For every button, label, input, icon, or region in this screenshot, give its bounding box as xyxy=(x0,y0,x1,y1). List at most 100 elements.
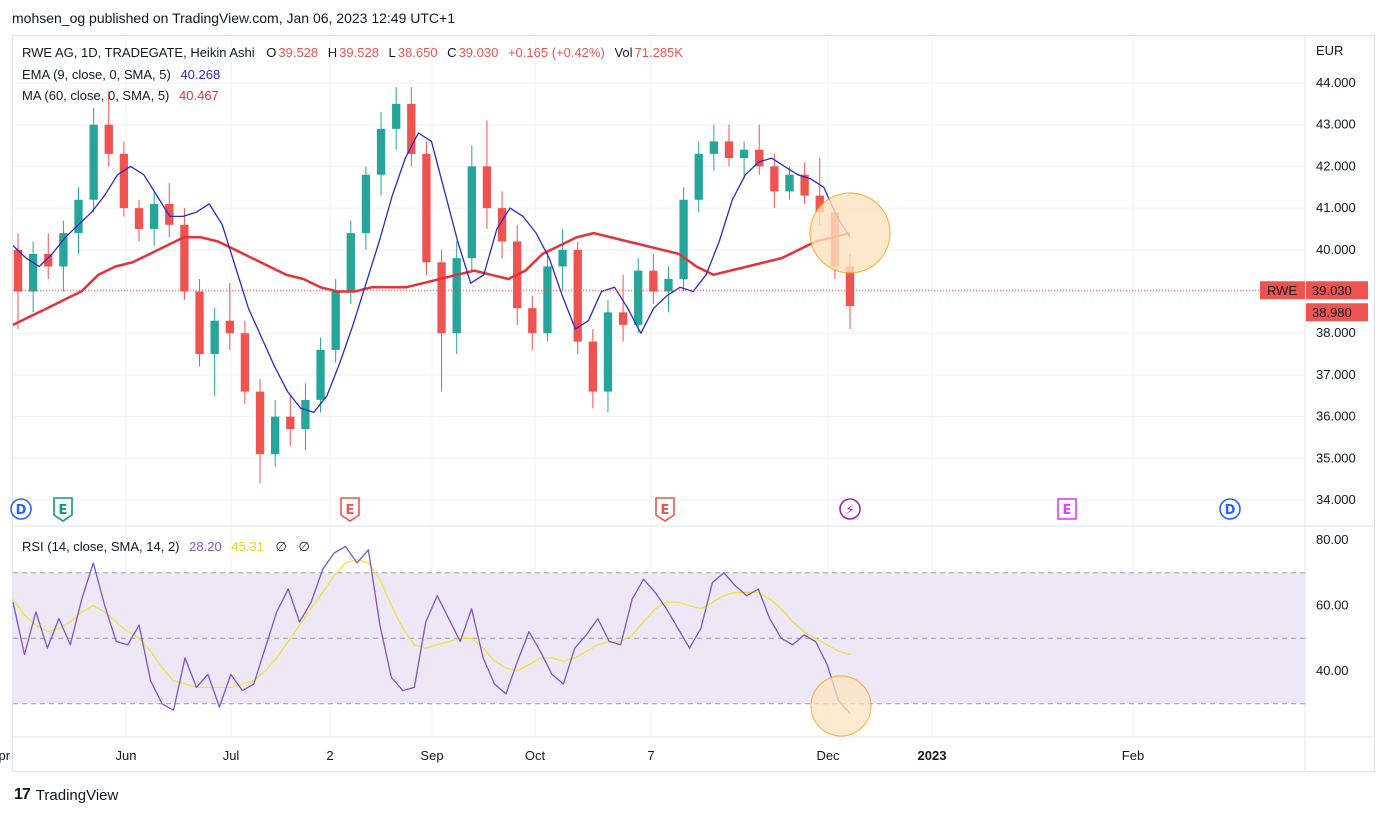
candle-body xyxy=(104,124,113,154)
event-marker[interactable]: E xyxy=(655,497,675,522)
event-marker[interactable]: ⚡ xyxy=(839,498,861,520)
event-marker[interactable]: D xyxy=(10,498,32,520)
time-axis-label: 7 xyxy=(647,748,654,763)
candle-body xyxy=(603,312,613,392)
candle-body xyxy=(346,233,355,292)
price-tick-label: 42.000 xyxy=(1316,158,1356,173)
time-axis-label: Sep xyxy=(420,748,443,763)
candle-body xyxy=(573,249,582,342)
open-label: O xyxy=(266,45,277,60)
event-marker-shield-icon xyxy=(655,497,675,522)
event-marker-letter: E xyxy=(1063,503,1072,518)
candle-body xyxy=(301,399,310,430)
tradingview-logo-icon: 17 xyxy=(14,786,31,803)
last-price-symbol-tag xyxy=(1260,281,1305,300)
price-legend: RWE AG, 1D, TRADEGATE, Heikin Ashi O 39.5… xyxy=(22,45,685,60)
candle-body xyxy=(528,308,537,334)
rsi-ma-line xyxy=(12,558,851,689)
candle-body xyxy=(255,391,265,455)
candle-body xyxy=(497,208,507,242)
rsi-tick-label: 40.00 xyxy=(1316,663,1349,678)
candle-body xyxy=(618,312,628,325)
tradingview-brand[interactable]: 17 TradingView xyxy=(14,786,118,804)
event-marker-letter: E xyxy=(59,503,68,518)
time-axis-label: Apr xyxy=(0,748,11,763)
time-axis-label: 2 xyxy=(326,748,333,763)
candle-body xyxy=(134,208,144,229)
candle-body xyxy=(845,266,855,307)
candle-body xyxy=(543,266,552,334)
candle-body xyxy=(240,333,250,392)
event-marker-circle-icon xyxy=(1219,498,1241,520)
price-tick-label: 40.000 xyxy=(1316,242,1356,257)
candle-body xyxy=(59,233,68,267)
change-value: +0.165 (+0.42%) xyxy=(507,45,605,60)
event-marker[interactable]: E xyxy=(53,497,73,522)
candle-body xyxy=(361,174,371,234)
price-tick-label: 37.000 xyxy=(1316,367,1356,382)
event-marker-letter: ⚡ xyxy=(845,503,854,518)
candle-body xyxy=(316,349,325,400)
event-marker-letter: D xyxy=(16,503,27,518)
candle-body xyxy=(407,103,416,154)
time-axis-label: 2023 xyxy=(918,748,947,763)
price-tick-label: 36.000 xyxy=(1316,409,1356,424)
high-value: 39.528 xyxy=(339,45,379,60)
rsi-tick-label: 60.00 xyxy=(1316,598,1349,613)
symbol-label[interactable]: RWE AG, 1D, TRADEGATE, Heikin Ashi xyxy=(22,45,255,60)
candle-body xyxy=(286,416,295,430)
rsi-legend[interactable]: RSI (14, close, SMA, 14, 2) 28.20 45.31 … xyxy=(22,539,312,555)
candle-body xyxy=(119,153,129,209)
price-tick-label: 38.000 xyxy=(1316,325,1356,340)
volume-value: 71.285K xyxy=(634,45,683,60)
currency-label: EUR xyxy=(1316,43,1343,58)
candle-body xyxy=(44,253,53,267)
ema-legend[interactable]: EMA (9, close, 0, SMA, 5) 40.268 xyxy=(22,67,222,82)
last-price-symbol: RWE xyxy=(1267,283,1297,298)
rsi-tick-label: 80.00 xyxy=(1316,532,1349,547)
event-marker-shield-icon xyxy=(340,497,360,522)
rsi-extra-1: ∅ xyxy=(275,539,287,554)
candle-body xyxy=(739,149,749,159)
high-label: H xyxy=(327,45,338,60)
ma-label: MA (60, close, 0, SMA, 5) xyxy=(22,88,170,103)
candle-body xyxy=(649,270,658,292)
highlight-circle-price xyxy=(809,192,891,274)
open-value: 39.528 xyxy=(278,45,319,60)
rsi-line xyxy=(12,545,851,715)
close-label: C xyxy=(447,45,457,60)
time-axis-label: Jul xyxy=(223,748,240,763)
price-tick-label: 41.000 xyxy=(1316,200,1356,215)
event-marker-circle-icon xyxy=(10,498,32,520)
chart-frame xyxy=(12,35,1375,772)
candle-body xyxy=(225,320,234,334)
time-axis-label: Dec xyxy=(816,748,840,763)
candle-body xyxy=(815,195,824,213)
ma-value: 40.467 xyxy=(179,88,219,103)
price-tick-label: 43.000 xyxy=(1316,117,1356,132)
event-marker-circle-icon xyxy=(839,498,861,520)
candle-body xyxy=(709,141,719,154)
event-marker[interactable]: E xyxy=(1057,498,1077,520)
event-marker[interactable]: E xyxy=(340,497,360,522)
candle-body xyxy=(467,166,476,259)
candle-body xyxy=(588,341,597,392)
candle-body xyxy=(770,166,779,192)
candle-body xyxy=(89,124,98,200)
candle-body xyxy=(482,166,492,209)
rsi-label: RSI (14, close, SMA, 14, 2) xyxy=(22,539,180,554)
price-tick-label: 44.000 xyxy=(1316,75,1356,90)
candle-body xyxy=(376,128,386,175)
event-marker-letter: D xyxy=(1225,503,1236,518)
event-marker[interactable]: D xyxy=(1219,498,1241,520)
highlight-circle-rsi xyxy=(810,675,872,737)
ma-legend[interactable]: MA (60, close, 0, SMA, 5) 40.467 xyxy=(22,88,221,103)
rsi-ma-value: 45.31 xyxy=(231,539,264,554)
ema-line xyxy=(12,132,851,414)
candle-body xyxy=(149,203,159,229)
candle-body xyxy=(800,174,809,196)
candle-body xyxy=(755,149,764,167)
candle-body xyxy=(724,141,734,159)
last-price-value: 39.030 xyxy=(1312,283,1352,298)
